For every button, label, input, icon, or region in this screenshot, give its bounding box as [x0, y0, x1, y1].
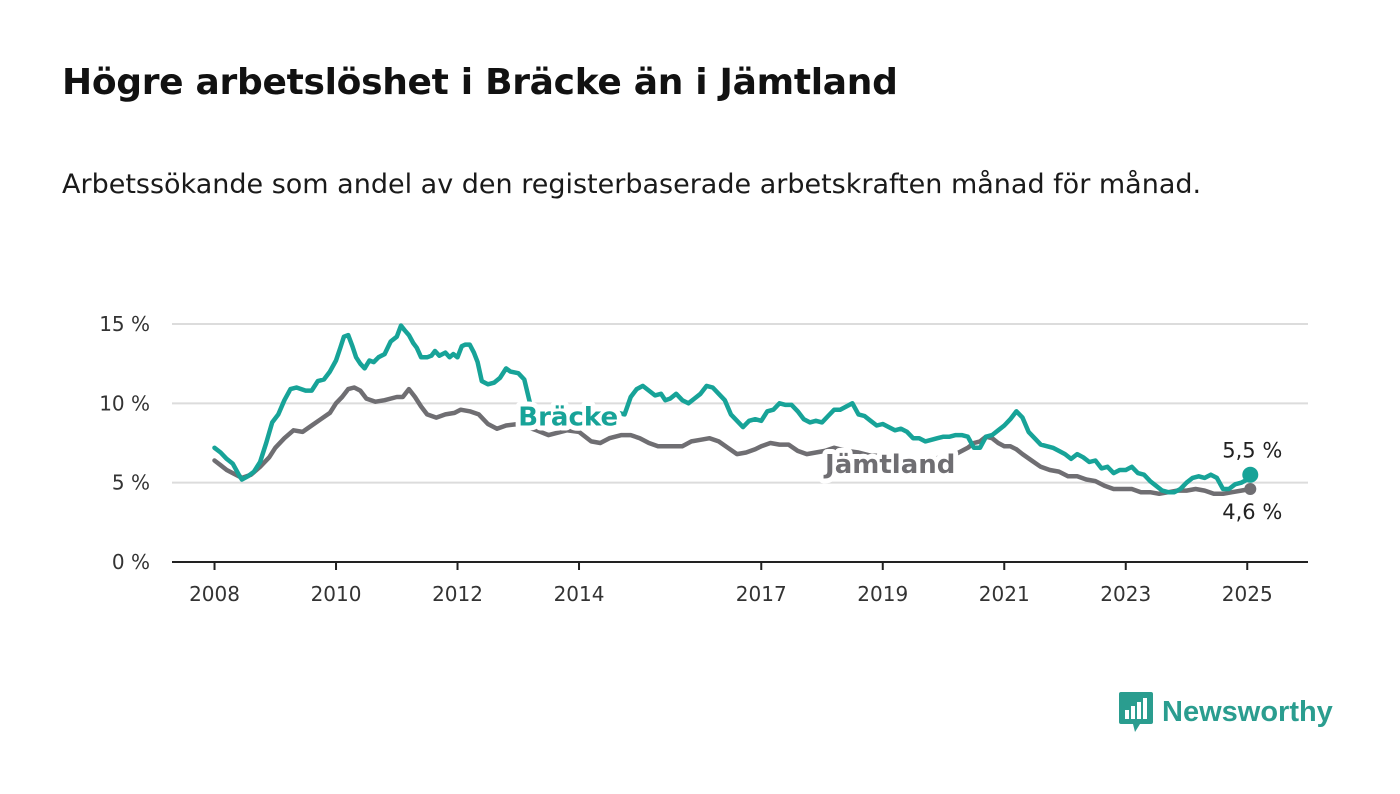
- end-value-label-jamtland: 4,6 %: [1222, 500, 1282, 524]
- end-value-label-bracke: 5,5 %: [1222, 439, 1282, 463]
- series-label-jamtland: Jämtland: [823, 450, 955, 480]
- y-tick-label: 0 %: [112, 550, 150, 574]
- x-tick-label: 2021: [979, 582, 1030, 606]
- chart-title: Högre arbetslöshet i Bräcke än i Jämtlan…: [62, 62, 898, 103]
- brand-name: Newsworthy: [1162, 695, 1333, 728]
- x-tick-label: 2023: [1100, 582, 1151, 606]
- y-tick-label: 10 %: [99, 391, 150, 415]
- series-endpoint-jamtland: [1244, 483, 1257, 496]
- series-lines: [212, 323, 1259, 497]
- x-tick-label: 2008: [189, 582, 240, 606]
- y-axis-ticks: 0 % 5 % 10 % 15 %: [99, 312, 150, 574]
- x-tick-label: 2010: [311, 582, 362, 606]
- newsworthy-chart-bubble-icon: [1119, 692, 1153, 732]
- y-tick-label: 15 %: [99, 312, 150, 336]
- x-tick-label: 2014: [554, 582, 605, 606]
- series-label-bracke: Bräcke: [518, 403, 618, 433]
- chart-subtitle: Arbetssökande som andel av den registerb…: [62, 169, 1202, 200]
- x-tick-label: 2025: [1222, 582, 1273, 606]
- series-line-bracke: [212, 323, 1253, 495]
- x-tick-label: 2012: [432, 582, 483, 606]
- y-tick-label: 5 %: [112, 471, 150, 495]
- series-labels: Bräcke Jämtland 5,5 % 4,6 %: [513, 398, 1282, 524]
- newsworthy-logo: Newsworthy: [1118, 690, 1333, 734]
- x-tick-label: 2017: [736, 582, 787, 606]
- gridlines: [172, 323, 1308, 563]
- series-endpoint-bracke: [1242, 466, 1259, 483]
- series-line-jamtland: [212, 385, 1253, 497]
- x-tick-label: 2019: [857, 582, 908, 606]
- x-axis-ticks: 2008 2010 2012 2014 2017 2019 2021 2023 2025: [189, 562, 1273, 606]
